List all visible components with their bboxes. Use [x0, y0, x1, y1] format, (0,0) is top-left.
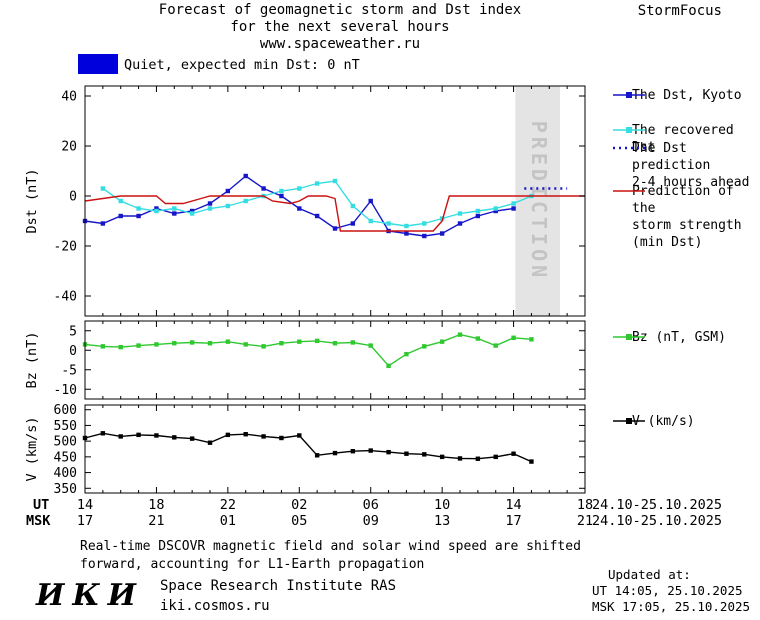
x-tick-label: 13: [434, 513, 451, 529]
svg-text:-10: -10: [54, 383, 77, 398]
institute-name: Space Research Institute RAS: [160, 578, 397, 594]
storm-strength-line-icon: [592, 185, 645, 197]
svg-text:20: 20: [61, 140, 77, 155]
title-url: www.spaceweather.ru: [259, 36, 421, 52]
svg-text:-5: -5: [61, 363, 77, 378]
x-tick-label: 22: [219, 497, 236, 513]
legend-bz: Bz (nT, GSM): [592, 329, 726, 346]
legend-v: V (km/s): [592, 413, 695, 430]
msk-axis-label: MSK: [26, 513, 51, 529]
svg-text:-40: -40: [54, 290, 77, 305]
msk-date-range: 24.10-25.10.2025: [592, 513, 723, 529]
updated-msk-time: MSK 17:05, 25.10.2025: [592, 599, 751, 614]
x-tick-label: 02: [291, 497, 308, 513]
x-tick-label: 09: [362, 513, 379, 529]
legend-label: V (km/s): [632, 414, 695, 429]
legend-label: The Dst, Kyoto: [632, 88, 742, 103]
svg-text:5: 5: [69, 324, 77, 339]
svg-text:V (km/s): V (km/s): [24, 416, 40, 481]
ut-axis-label: UT: [33, 497, 50, 513]
svg-text:400: 400: [54, 466, 77, 481]
legend-dst-prediction: The Dst prediction 2-4 hours ahead: [592, 140, 760, 191]
svg-text:0: 0: [69, 344, 77, 359]
legend-label-line: Prediction of the: [632, 184, 734, 216]
title-line-1: Forecast of geomagnetic storm and Dst in…: [158, 2, 522, 18]
x-tick-label: 17: [76, 513, 94, 529]
note-line-2: forward, accounting for L1-Earth propaga…: [80, 557, 425, 572]
x-tick-label: 05: [291, 513, 308, 529]
svg-text:PREDICTION: PREDICTION: [527, 121, 551, 281]
svg-text:450: 450: [54, 450, 77, 465]
svg-text:550: 550: [54, 419, 77, 434]
title-line-2: for the next several hours: [230, 19, 450, 35]
bz-panel-chart: 5 0 -5 -10 Bz (nT): [24, 320, 586, 400]
svg-text:350: 350: [54, 482, 77, 497]
legend-label: The Dst prediction 2-4 hours ahead: [632, 140, 760, 191]
legend-label-line: The Dst prediction: [632, 141, 711, 173]
x-tick-label: 18: [576, 497, 594, 513]
legend-label-line: 2-4 hours ahead: [632, 175, 750, 190]
svg-text:500: 500: [54, 435, 77, 450]
x-tick-label: 01: [219, 513, 236, 529]
recovered-dst-line-icon: [592, 124, 645, 136]
x-tick-label: 14: [76, 497, 94, 513]
dst-panel-chart: PREDICTION 40 20 0 -20 -40 Dst (nT): [24, 85, 586, 317]
quiet-level-swatch: [78, 54, 118, 74]
quiet-status-text: Quiet, expected min Dst: 0 nT: [124, 57, 360, 73]
propagation-note: Real-time DSCOVR magnetic field and sola…: [80, 538, 581, 574]
brand-stormfocus: StormFocus: [637, 3, 722, 19]
x-tick-label: 14: [505, 497, 522, 513]
updated-at-label: Updated at:: [608, 567, 691, 582]
legend-label-line: storm strength: [632, 218, 742, 233]
legend-label: Bz (nT, GSM): [632, 330, 726, 345]
svg-text:600: 600: [54, 403, 77, 418]
x-tick-label: 17: [505, 513, 522, 529]
dst-prediction-dotted-line-icon: [592, 142, 645, 154]
bz-line-icon: [592, 331, 645, 343]
svg-text:0: 0: [69, 190, 77, 205]
dst-kyoto-line-icon: [592, 89, 645, 101]
msk-axis-row: MSK 24.10-25.10.2025 17 21 01 05 09 13 17 21: [0, 513, 760, 529]
x-tick-label: 21: [576, 513, 594, 529]
note-line-1: Real-time DSCOVR magnetic field and sola…: [80, 539, 581, 554]
legend-dst-kyoto: The Dst, Kyoto: [592, 87, 742, 104]
institute-site: iki.cosmos.ru: [160, 598, 270, 614]
legend-label: Prediction of the storm strength (min Ds…: [632, 183, 760, 251]
x-tick-label: 18: [148, 497, 165, 513]
iki-logo: ИКИ: [36, 578, 144, 613]
x-tick-label: 21: [148, 513, 165, 529]
updated-ut-time: UT 14:05, 25.10.2025: [592, 583, 743, 598]
ut-date-range: 24.10-25.10.2025: [592, 497, 723, 513]
legend-label-line: (min Dst): [632, 235, 703, 250]
page-title: Forecast of geomagnetic storm and Dst in…: [20, 2, 660, 53]
x-tick-label: 06: [362, 497, 379, 513]
svg-text:-20: -20: [54, 240, 77, 255]
x-tick-label: 10: [434, 497, 451, 513]
svg-text:Dst (nT): Dst (nT): [24, 168, 40, 233]
ut-axis-row: UT 24.10-25.10.2025 14 18 22 02 06 10 14 18: [0, 497, 760, 513]
svg-text:40: 40: [61, 90, 77, 105]
svg-text:Bz (nT): Bz (nT): [24, 332, 40, 389]
v-line-icon: [592, 415, 645, 427]
legend-storm-strength: Prediction of the storm strength (min Ds…: [592, 183, 760, 251]
